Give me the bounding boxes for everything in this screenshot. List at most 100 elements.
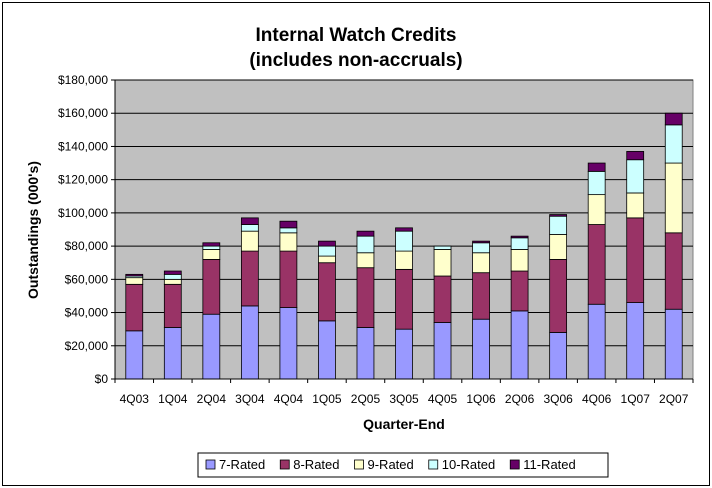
bar-segment <box>433 322 452 380</box>
bar-segment <box>433 275 452 323</box>
bar-segment <box>395 268 413 330</box>
bar-segment <box>163 273 182 280</box>
bar-segment <box>240 305 259 380</box>
legend-box <box>197 452 609 478</box>
bar-segment <box>163 278 182 285</box>
bar-segment <box>318 320 336 380</box>
bar-segment <box>202 313 221 380</box>
bar-segment <box>356 327 375 380</box>
bar-segment <box>163 327 182 380</box>
y-tick-label: $180,000 <box>58 73 108 87</box>
bar-segment <box>626 159 645 194</box>
bar-segment <box>356 230 375 237</box>
bar-segment <box>163 270 182 275</box>
x-tick-label: 1Q06 <box>466 392 496 406</box>
bar-segment <box>318 262 336 322</box>
bar-segment <box>472 318 490 380</box>
bar-segment <box>587 170 606 196</box>
bar-segment <box>472 240 490 244</box>
bar-segment <box>587 162 606 172</box>
bar-segment <box>125 273 144 277</box>
bar-segment <box>202 249 221 260</box>
bar-segment <box>356 252 375 269</box>
bar-segment <box>549 332 568 380</box>
legend-swatch <box>279 459 290 470</box>
bars <box>125 112 683 380</box>
x-tick-label: 4Q04 <box>274 392 304 406</box>
y-tick-label: $80,000 <box>65 239 109 253</box>
legend-swatch <box>509 459 520 470</box>
legend-swatch <box>354 459 364 470</box>
bar-segment <box>664 232 683 310</box>
bar-segment <box>549 258 568 333</box>
y-tick-label: $160,000 <box>58 106 108 120</box>
bar-segment <box>510 237 529 250</box>
bar-segment <box>587 303 606 380</box>
x-tick-label: 1Q07 <box>621 392 651 406</box>
x-axis-ticks: 4Q03 1Q04 2Q04 3Q04 4Q04 1Q05 2Q05 3Q05 4Q05 1Q06… <box>114 80 694 406</box>
bar-segment <box>664 162 683 234</box>
x-tick-label: 2Q06 <box>505 392 535 406</box>
x-tick-label: 3Q06 <box>543 392 573 406</box>
y-tick-label: $120,000 <box>58 173 108 187</box>
bar-segment <box>202 258 221 315</box>
bar-segment <box>395 250 413 270</box>
bar-segment <box>395 230 413 252</box>
bar-segment <box>433 249 452 277</box>
x-tick-label: 4Q03 <box>120 392 150 406</box>
bar-segment <box>472 272 490 320</box>
bar-segment <box>472 252 490 274</box>
bar-segment <box>279 232 298 252</box>
bar-segment <box>664 124 683 164</box>
bar-segment <box>433 245 452 250</box>
x-tick-label: 3Q05 <box>389 392 419 406</box>
legend-entry: 11-Rated <box>523 457 576 472</box>
bar-segment <box>279 250 298 308</box>
y-tick-label: $100,000 <box>58 206 108 220</box>
x-tick-label: 1Q05 <box>312 392 342 406</box>
bar-segment <box>125 283 144 332</box>
y-tick-label: $40,000 <box>65 306 109 320</box>
bar-segment <box>240 250 259 307</box>
chart-title-line-1: Internal Watch Credits <box>256 25 457 46</box>
bar-segment <box>626 192 645 219</box>
bar-segment <box>318 240 336 247</box>
x-tick-label: 2Q04 <box>197 392 227 406</box>
legend-entry: 9-Rated <box>368 457 414 472</box>
bar-segment <box>549 234 568 260</box>
x-tick-label: 1Q04 <box>158 392 188 406</box>
bar-segment <box>510 310 529 380</box>
bar-segment <box>202 242 221 247</box>
bar-segment <box>510 235 529 239</box>
bar-segment <box>163 283 182 328</box>
bar-segment <box>240 230 259 252</box>
legend-entry: 8-Rated <box>293 457 339 472</box>
bar-segment <box>318 255 336 264</box>
bar-segment <box>472 242 490 254</box>
legend: 7-Rated 8-Rated 9-Rated 10-Rated 11-Rated <box>197 452 609 478</box>
bar-segment <box>626 151 645 161</box>
y-tick-label: $60,000 <box>65 272 109 286</box>
y-axis-ticks: $0 $20,000 $40,000 $60,000 $80,000 $100,000 $1… <box>58 73 115 386</box>
bar-segment <box>549 214 568 217</box>
bar-segment <box>626 302 645 380</box>
bar-segment <box>125 277 144 285</box>
bar-segment <box>125 330 144 380</box>
bar-segment <box>240 224 259 232</box>
bar-segment <box>318 245 336 257</box>
bar-segment <box>279 307 298 380</box>
x-axis-label: Quarter-End <box>363 416 445 432</box>
bar-segment <box>356 267 375 328</box>
bar-segment <box>664 112 683 126</box>
bar-segment <box>395 227 413 232</box>
bar-segment <box>510 270 529 312</box>
legend-swatch <box>428 459 439 470</box>
legend-entry: 10-Rated <box>442 457 495 472</box>
y-tick-label: $0 <box>95 372 109 386</box>
y-axis-label: Outstandings (000's) <box>25 161 41 299</box>
bar-segment <box>587 194 606 225</box>
chart-title-line-2: (includes non-accruals) <box>249 50 462 71</box>
y-tick-label: $20,000 <box>65 339 109 353</box>
bar-segment <box>356 235 375 254</box>
